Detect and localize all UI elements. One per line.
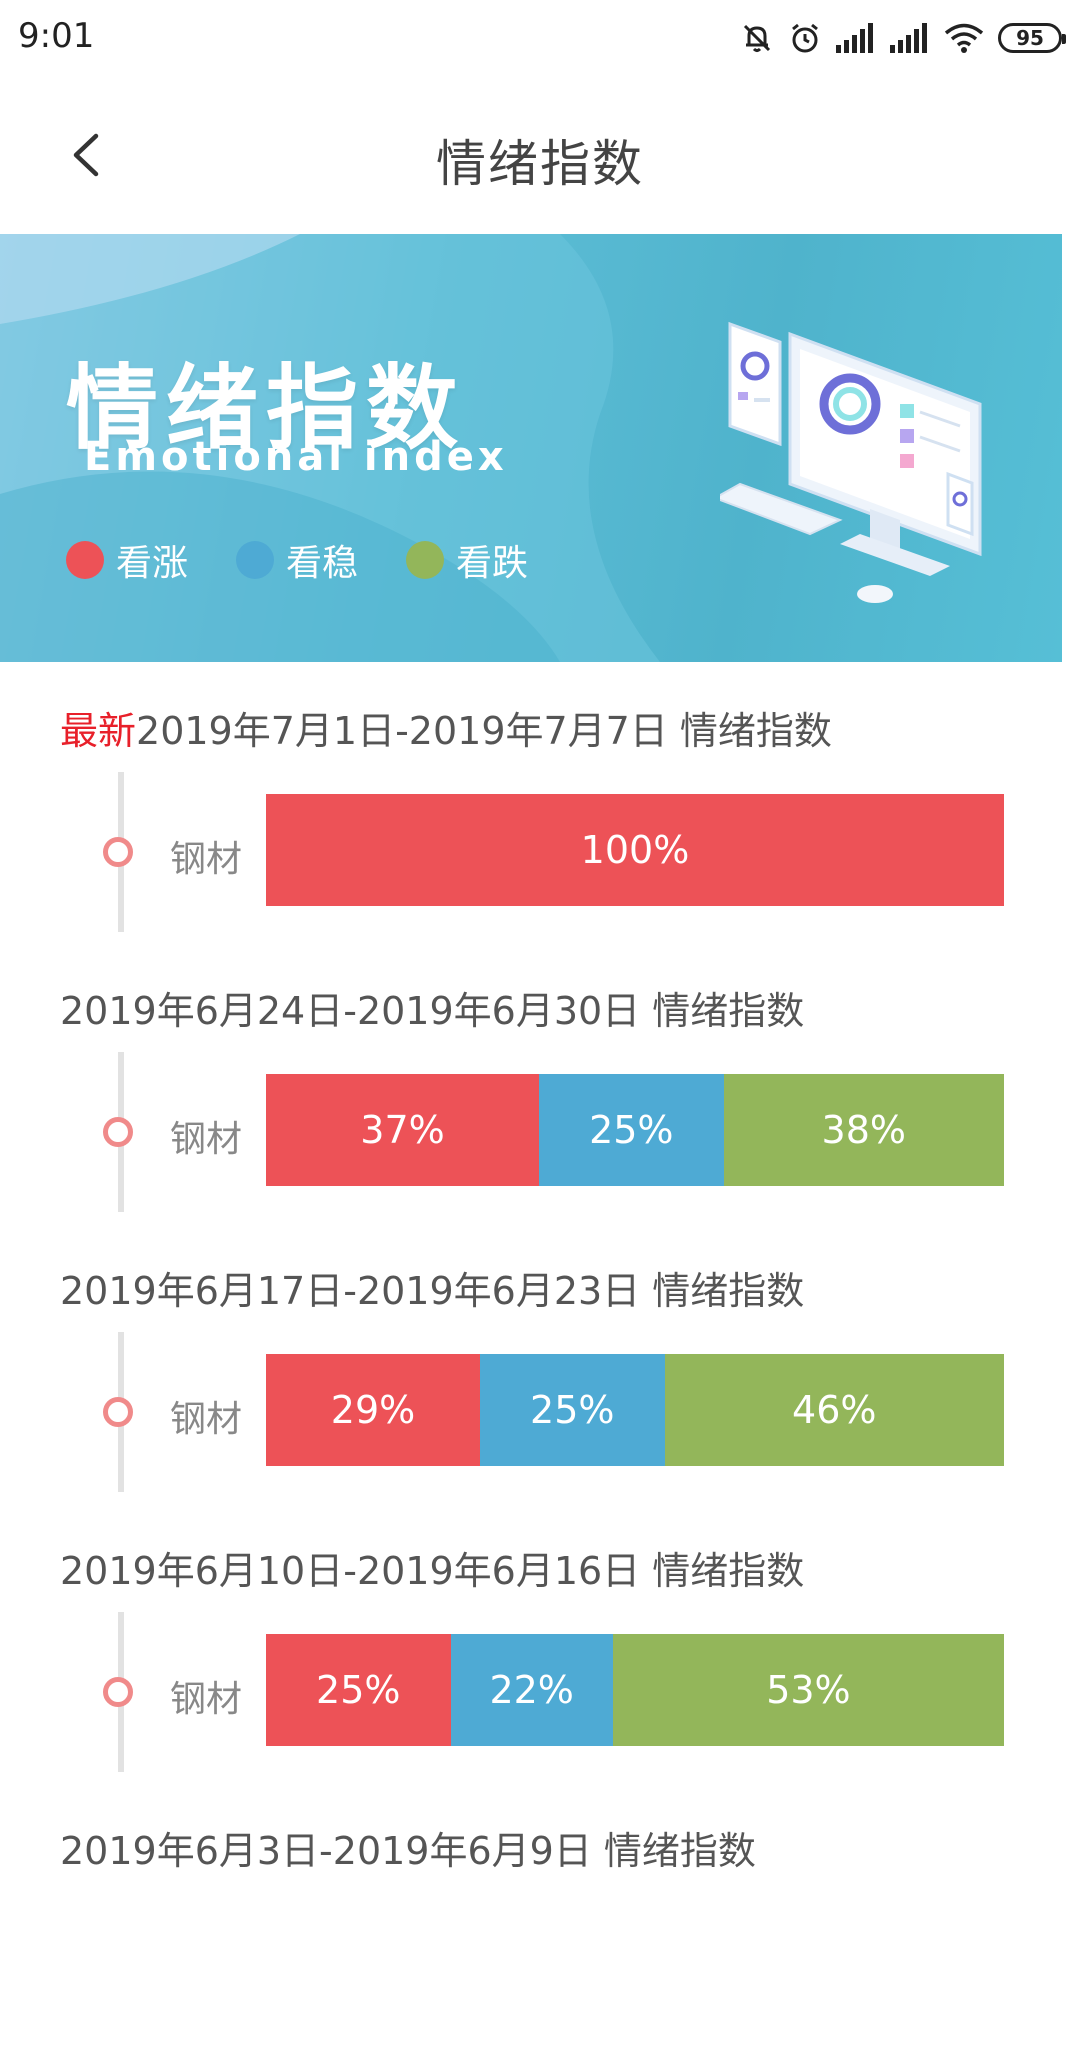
period-title: 2019年6月17日-2019年6月23日 情绪指数 [60,1260,804,1315]
segment-label-down: 46% [792,1388,877,1432]
status-time: 9:01 [18,16,95,56]
emotion-index-list: 最新2019年7月1日-2019年7月7日 情绪指数 钢材 100% 2019年… [0,662,1080,2062]
segment-label-up: 100% [580,828,690,872]
period-item[interactable]: 2019年6月10日-2019年6月16日 情绪指数 钢材 25% 22% 53… [0,1502,1080,1782]
item-name: 钢材 [170,1119,243,1160]
legend-label-down: 看跌 [456,543,529,584]
timeline-dot [103,1117,133,1147]
bar-segment-down: 53% [612,1634,1004,1746]
sentiment-bar: 25% 22% 53% [266,1634,1004,1746]
item-name: 钢材 [170,1399,243,1440]
banner: 情绪指数 Emotional index 看涨 看稳 看跌 [0,234,1062,662]
bar-segment-up: 29% [266,1354,481,1466]
chevron-left-icon [73,133,99,177]
period-item[interactable]: 2019年6月24日-2019年6月30日 情绪指数 钢材 37% 25% 38… [0,942,1080,1222]
period-range: 2019年6月24日-2019年6月30日 情绪指数 [60,989,805,1033]
period-title: 2019年6月3日-2019年6月9日 情绪指数 [60,1820,756,1875]
bar-segment-stable: 25% [480,1354,665,1466]
wifi-icon [944,23,984,53]
battery-icon: 95 [998,23,1066,53]
banner-legend: 看涨 看稳 看跌 [66,534,528,586]
legend-item-up: 看涨 [66,534,188,586]
segment-label-down: 53% [766,1668,851,1712]
sentiment-bar: 100% [266,794,1004,906]
computer-illustration-icon [720,321,982,603]
legend-label-up: 看涨 [116,543,189,584]
timeline-dot [103,837,133,867]
signal-icon [836,23,873,53]
app-header: 情绪指数 [0,76,1080,234]
alarm-icon [792,23,818,53]
segment-label-stable: 25% [589,1108,674,1152]
segment-label-down: 38% [821,1108,906,1152]
legend-dot-stable [236,541,275,579]
signal-icon [890,23,927,53]
page-title: 情绪指数 [436,135,644,193]
legend-item-stable: 看稳 [236,534,358,586]
period-range: 2019年6月10日-2019年6月16日 情绪指数 [60,1549,805,1593]
period-item[interactable]: 2019年6月17日-2019年6月23日 情绪指数 钢材 29% 25% 46… [0,1222,1080,1502]
bar-segment-up: 100% [266,794,1004,906]
period-title: 最新2019年7月1日-2019年7月7日 情绪指数 [60,700,832,755]
bar-segment-stable: 25% [539,1074,724,1186]
banner-background-wave [0,234,660,662]
item-name: 钢材 [170,1679,243,1720]
legend-dot-up [66,541,104,579]
segment-label-up: 37% [360,1108,445,1152]
banner-title: 情绪指数 [66,355,467,462]
period-range: 2019年6月3日-2019年6月9日 情绪指数 [60,1829,756,1873]
segment-label-stable: 22% [489,1668,574,1712]
bar-segment-down: 38% [723,1074,1004,1186]
legend-label-stable: 看稳 [286,543,359,584]
bar-segment-down: 46% [664,1354,1004,1466]
period-item[interactable]: 最新2019年7月1日-2019年7月7日 情绪指数 钢材 100% [0,662,1080,942]
banner-subtitle: Emotional index [84,434,508,480]
mute-icon [743,24,771,52]
period-range: 2019年6月17日-2019年6月23日 情绪指数 [60,1269,805,1313]
period-title: 2019年6月10日-2019年6月16日 情绪指数 [60,1540,804,1595]
timeline-dot [103,1397,133,1427]
status-bar: 9:01 [0,0,1080,76]
period-item[interactable]: 2019年6月3日-2019年6月9日 情绪指数 [0,1782,1080,2062]
back-button[interactable] [56,120,116,190]
latest-tag: 最新 [60,709,137,753]
period-title: 2019年6月24日-2019年6月30日 情绪指数 [60,980,804,1035]
status-icons: 95 [740,18,1066,58]
timeline-dot [103,1677,133,1707]
legend-item-down: 看跌 [406,534,528,586]
sentiment-bar: 29% 25% 46% [266,1354,1004,1466]
battery-level: 95 [1016,26,1044,50]
segment-label-up: 25% [316,1668,401,1712]
bar-segment-up: 25% [266,1634,451,1746]
segment-label-up: 29% [330,1388,416,1432]
legend-dot-down [406,541,445,579]
bar-segment-up: 37% [266,1074,540,1186]
item-name: 钢材 [170,839,243,880]
period-range: 2019年7月1日-2019年7月7日 情绪指数 [136,709,832,753]
sentiment-bar: 37% 25% 38% [266,1074,1004,1186]
segment-label-stable: 25% [530,1388,615,1432]
bar-segment-stable: 22% [450,1634,613,1746]
